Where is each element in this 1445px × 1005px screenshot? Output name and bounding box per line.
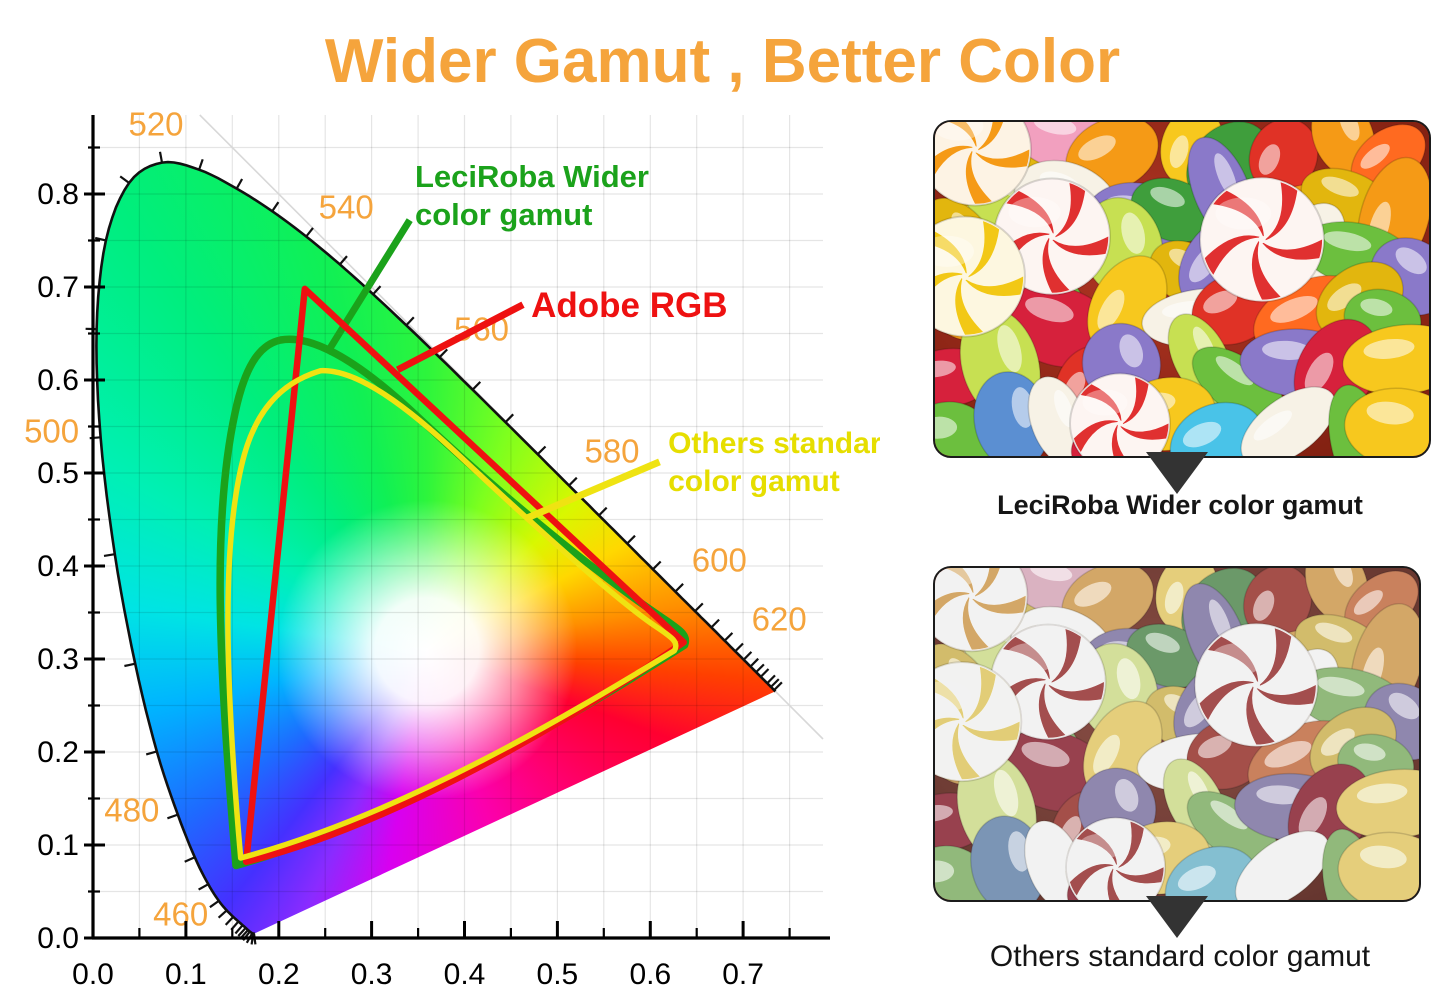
wavelength-tick bbox=[760, 668, 770, 678]
wavelength-label: 480 bbox=[104, 792, 159, 829]
swirl-candy bbox=[935, 215, 1026, 338]
down-arrow-icon bbox=[1146, 896, 1208, 938]
wavelength-tick bbox=[339, 255, 348, 266]
x-tick-label: 0.4 bbox=[444, 958, 486, 991]
y-tick-label: 0.6 bbox=[37, 364, 79, 397]
swirl-candy bbox=[1199, 176, 1325, 303]
spectral-locus bbox=[95, 160, 777, 935]
wavelength-label: 620 bbox=[752, 600, 807, 637]
x-tick-label: 0.5 bbox=[537, 958, 579, 991]
wavelength-tick bbox=[749, 657, 759, 668]
jelly-bean bbox=[1240, 386, 1337, 456]
y-tick-label: 0.4 bbox=[37, 550, 79, 583]
caption-standard-gamut: Others standard color gamut bbox=[989, 940, 1371, 973]
swirl-candy bbox=[1065, 816, 1167, 900]
wavelength-tick bbox=[598, 506, 608, 517]
wavelength-tick bbox=[626, 534, 636, 545]
wavelength-label: 580 bbox=[584, 433, 639, 470]
candy-photo-wide-gamut bbox=[933, 120, 1431, 458]
wavelength-tick bbox=[184, 856, 196, 863]
caption-wide-gamut: LeciRoba Wider color gamut bbox=[997, 490, 1363, 520]
wavelength-tick bbox=[217, 909, 228, 919]
jelly-bean bbox=[1242, 568, 1313, 641]
x-tick-label: 0.1 bbox=[165, 958, 207, 991]
wavelength-tick bbox=[224, 916, 235, 926]
gamut-label: LeciRoba Wider color gamut bbox=[415, 159, 649, 232]
wavelength-label: 460 bbox=[153, 895, 208, 932]
down-arrow-icon bbox=[1146, 452, 1208, 494]
wavelength-tick bbox=[723, 632, 734, 642]
x-tick-label: 0.3 bbox=[351, 958, 393, 991]
jelly-bean bbox=[1337, 831, 1419, 900]
y-tick-label: 0.2 bbox=[37, 736, 79, 769]
wavelength-tick bbox=[652, 560, 662, 571]
wavelength-tick bbox=[734, 642, 744, 653]
y-tick-label: 0.1 bbox=[37, 829, 79, 862]
gamut-leader-line bbox=[395, 301, 525, 373]
gamut-label: Adobe RGB bbox=[531, 286, 727, 325]
y-tick-label: 0.0 bbox=[37, 922, 79, 955]
x-tick-label: 0.6 bbox=[629, 958, 671, 991]
y-tick-label: 0.3 bbox=[37, 643, 79, 676]
wavelength-tick bbox=[103, 553, 115, 557]
wavelength-tick bbox=[755, 663, 765, 673]
wavelength-tick bbox=[694, 602, 704, 612]
chromaticity-chart: 4604805005205405605806006200.00.10.20.30… bbox=[24, 106, 880, 991]
x-tick-label: 0.7 bbox=[722, 958, 764, 991]
wavelength-tick bbox=[119, 175, 130, 184]
wavelength-tick bbox=[234, 924, 244, 935]
wavelength-tick bbox=[198, 883, 209, 891]
wavelength-tick bbox=[94, 236, 107, 242]
wavelength-tick bbox=[405, 316, 415, 327]
wavelength-tick bbox=[770, 678, 780, 688]
y-tick-label: 0.5 bbox=[37, 457, 79, 490]
wavelength-tick bbox=[372, 285, 382, 295]
candy-photo-standard-gamut bbox=[933, 566, 1421, 902]
wavelength-tick bbox=[198, 158, 204, 171]
wavelength-tick bbox=[305, 227, 314, 238]
wavelength-tick bbox=[271, 201, 280, 212]
swirl-candy bbox=[1069, 372, 1171, 456]
swirl-candy bbox=[935, 568, 1029, 653]
y-tick-label: 0.8 bbox=[37, 178, 79, 211]
wavelength-tick bbox=[89, 436, 101, 440]
wavelength-tick bbox=[773, 681, 783, 691]
wavelength-tick bbox=[167, 813, 179, 820]
wavelength-tick bbox=[568, 476, 578, 487]
wavelength-tick bbox=[209, 900, 220, 909]
jelly-bean bbox=[1234, 830, 1331, 900]
wavelength-tick bbox=[235, 178, 244, 190]
jelly-bean bbox=[1248, 122, 1319, 195]
wavelength-tick bbox=[471, 381, 482, 391]
wavelength-tick bbox=[158, 151, 164, 163]
wavelength-tick bbox=[742, 651, 753, 661]
swirl-candy bbox=[935, 122, 1032, 207]
wavelength-tick bbox=[674, 583, 684, 593]
wavelength-tick bbox=[124, 662, 136, 668]
wavelength-tick bbox=[710, 618, 720, 629]
y-tick-label: 0.7 bbox=[37, 271, 79, 304]
wavelength-tick bbox=[438, 348, 448, 359]
wavelength-tick bbox=[536, 445, 547, 455]
swirl-candy bbox=[935, 661, 1023, 783]
wavelength-tick bbox=[766, 674, 776, 684]
wavelength-label: 520 bbox=[128, 106, 183, 143]
gamut-leader-line bbox=[324, 218, 413, 355]
x-tick-label: 0.2 bbox=[258, 958, 300, 991]
wavelength-tick bbox=[237, 927, 247, 937]
wavelength-tick bbox=[145, 750, 158, 756]
gamut-leader-line bbox=[526, 458, 661, 521]
wavelength-label: 600 bbox=[692, 542, 747, 579]
jelly-bean bbox=[1342, 323, 1429, 396]
gamut-label: Others standard color gamut bbox=[668, 427, 880, 498]
wavelength-label: 500 bbox=[24, 412, 79, 449]
wavelength-tick bbox=[504, 413, 514, 423]
gamut-outline bbox=[225, 367, 679, 861]
page-title: Wider Gamut , Better Color bbox=[324, 27, 1121, 96]
swirl-candy bbox=[1193, 622, 1319, 748]
x-tick-label: 0.0 bbox=[72, 958, 114, 991]
wavelength-label: 540 bbox=[319, 189, 374, 226]
